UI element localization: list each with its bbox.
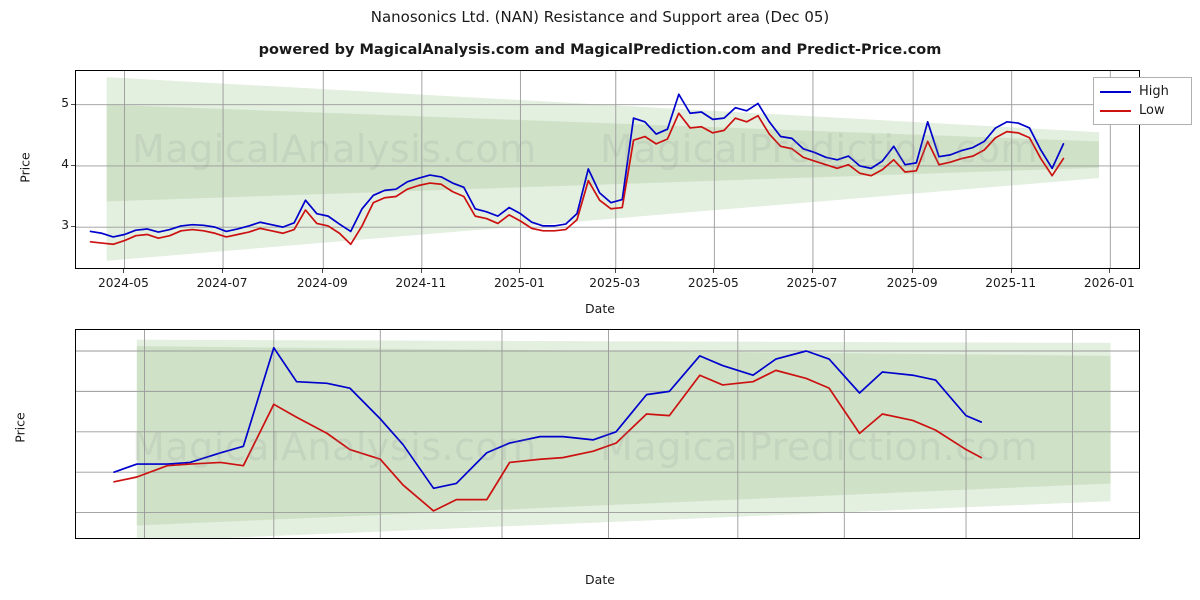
top-chart-canvas	[76, 71, 1139, 268]
high-line-swatch	[1100, 90, 1131, 93]
x-tick-label: 2025-09	[886, 276, 938, 290]
x-tick-mark	[1010, 269, 1012, 273]
x-tick-mark	[123, 269, 125, 273]
x-tick-mark	[420, 269, 422, 273]
y-tick-label: 5	[61, 95, 69, 110]
x-tick-label: 2024-07	[196, 276, 248, 290]
x-tick-mark	[614, 269, 616, 273]
x-tick-mark	[912, 269, 914, 273]
bottom-chart-ylabel: Price	[12, 412, 28, 443]
x-tick-mark	[713, 269, 715, 273]
x-tick-mark	[1109, 269, 1111, 273]
y-tick-mark	[71, 103, 75, 105]
bottom-chart-canvas	[76, 330, 1139, 538]
x-tick-mark	[519, 269, 521, 273]
y-tick-label: 3	[61, 218, 69, 233]
top-chart-legend[interactable]: High Low	[1093, 77, 1192, 125]
x-tick-label: 2026-01	[1083, 276, 1135, 290]
x-tick-label: 2025-03	[589, 276, 641, 290]
page-title: Nanosonics Ltd. (NAN) Resistance and Sup…	[370, 8, 830, 26]
x-tick-label: 2024-05	[98, 276, 149, 290]
x-tick-label: 2025-01	[493, 276, 545, 290]
x-tick-mark	[322, 269, 324, 273]
y-tick-label: 4	[61, 156, 69, 171]
bottom-chart-xlabel: Date	[585, 572, 615, 587]
legend-label-low: Low	[1139, 103, 1165, 118]
x-tick-mark	[222, 269, 224, 273]
top-chart-plot-area[interactable]	[75, 70, 1140, 269]
y-tick-mark	[71, 226, 75, 228]
page-subtitle: powered by MagicalAnalysis.com and Magic…	[258, 42, 942, 58]
legend-row-high: High	[1100, 82, 1184, 101]
x-tick-mark	[811, 269, 813, 273]
x-tick-label: 2025-07	[786, 276, 838, 290]
x-tick-label: 2024-09	[296, 276, 348, 290]
bottom-chart-panel: Price Date 3.754.004.254.504.75 2025-08-…	[0, 320, 1200, 600]
low-line-swatch	[1100, 109, 1131, 112]
bottom-chart-plot-area[interactable]	[75, 329, 1140, 539]
y-tick-mark	[71, 164, 75, 166]
legend-label-high: High	[1139, 84, 1169, 99]
x-tick-label: 2024-11	[395, 276, 447, 290]
x-tick-label: 2025-05	[687, 276, 739, 290]
x-tick-label: 2025-11	[985, 276, 1037, 290]
legend-row-low: Low	[1100, 101, 1184, 120]
top-chart-xlabel: Date	[585, 301, 615, 316]
